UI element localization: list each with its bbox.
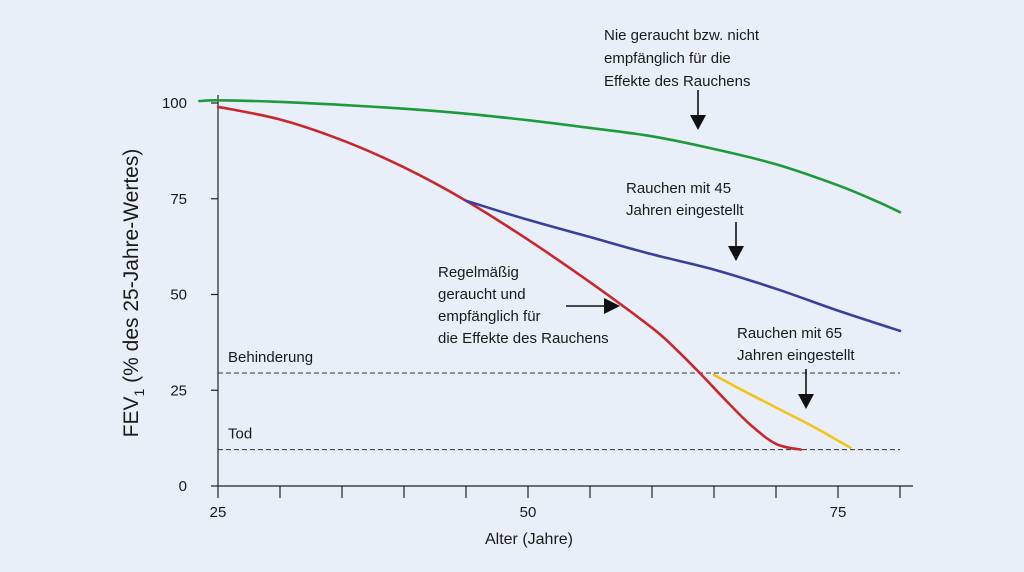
arrow-head-regular (604, 298, 620, 314)
annotation-line: die Effekte des Rauchens (438, 330, 609, 347)
annotation-line: empfänglich für (438, 308, 541, 325)
reference-label-tod: Tod (228, 426, 252, 443)
reference-lines: Behinderung Tod (218, 349, 900, 451)
x-tick-label: 75 (830, 504, 847, 521)
arrow-head-stop65 (798, 394, 814, 409)
series-line-stop65 (712, 373, 852, 449)
arrow-head-stop45 (728, 246, 744, 261)
y-tick-label: 75 (170, 191, 187, 208)
annotation-never: Nie geraucht bzw. nicht empfänglich für d… (604, 27, 760, 90)
annotation-line: Regelmäßig (438, 264, 519, 281)
annotation-line: Nie geraucht bzw. nicht (604, 27, 760, 44)
annotation-regular: Regelmäßig geraucht und empfänglich für die… (438, 264, 609, 347)
y-tick-label: 25 (170, 382, 187, 399)
annotation-arrows (566, 90, 814, 409)
series-line-stop45 (464, 199, 902, 333)
annotation-line: geraucht und (438, 286, 526, 303)
annotation-line: Jahren eingestellt (626, 202, 744, 219)
annotation-line: Effekte des Rauchens (604, 73, 750, 90)
y-tick-label: 50 (170, 287, 187, 304)
series-line-never (198, 98, 902, 214)
y-tick-label: 100 (162, 95, 187, 112)
y-tick-label: 0 (179, 478, 187, 495)
series-line-regular (216, 105, 803, 451)
y-axis-title-subscript: 1 (131, 388, 147, 396)
annotation-line: Rauchen mit 65 (737, 325, 842, 342)
annotation-labels: Nie geraucht bzw. nicht empfänglich für d… (438, 27, 855, 364)
x-axis-title: Alter (Jahre) (485, 531, 573, 548)
y-axis-title: FEV1 (% des 25-Jahre-Wertes) (120, 149, 147, 438)
x-tick-label: 50 (520, 504, 537, 521)
axes: 0 25 50 75 100 25 50 75 (162, 95, 913, 521)
y-axis-title-rest: (% des 25-Jahre-Wertes) (120, 149, 143, 389)
arrow-head-never (690, 115, 706, 130)
annotation-stop45: Rauchen mit 45 Jahren eingestellt (626, 180, 744, 219)
annotation-line: Rauchen mit 45 (626, 180, 731, 197)
annotation-line: Jahren eingestellt (737, 347, 855, 364)
reference-label-behinderung: Behinderung (228, 349, 313, 366)
data-series (198, 98, 902, 451)
y-axis-title-main: FEV (120, 396, 143, 437)
x-tick-label: 25 (210, 504, 227, 521)
annotation-line: empfänglich für die (604, 50, 731, 67)
annotation-stop65: Rauchen mit 65 Jahren eingestellt (737, 325, 855, 364)
